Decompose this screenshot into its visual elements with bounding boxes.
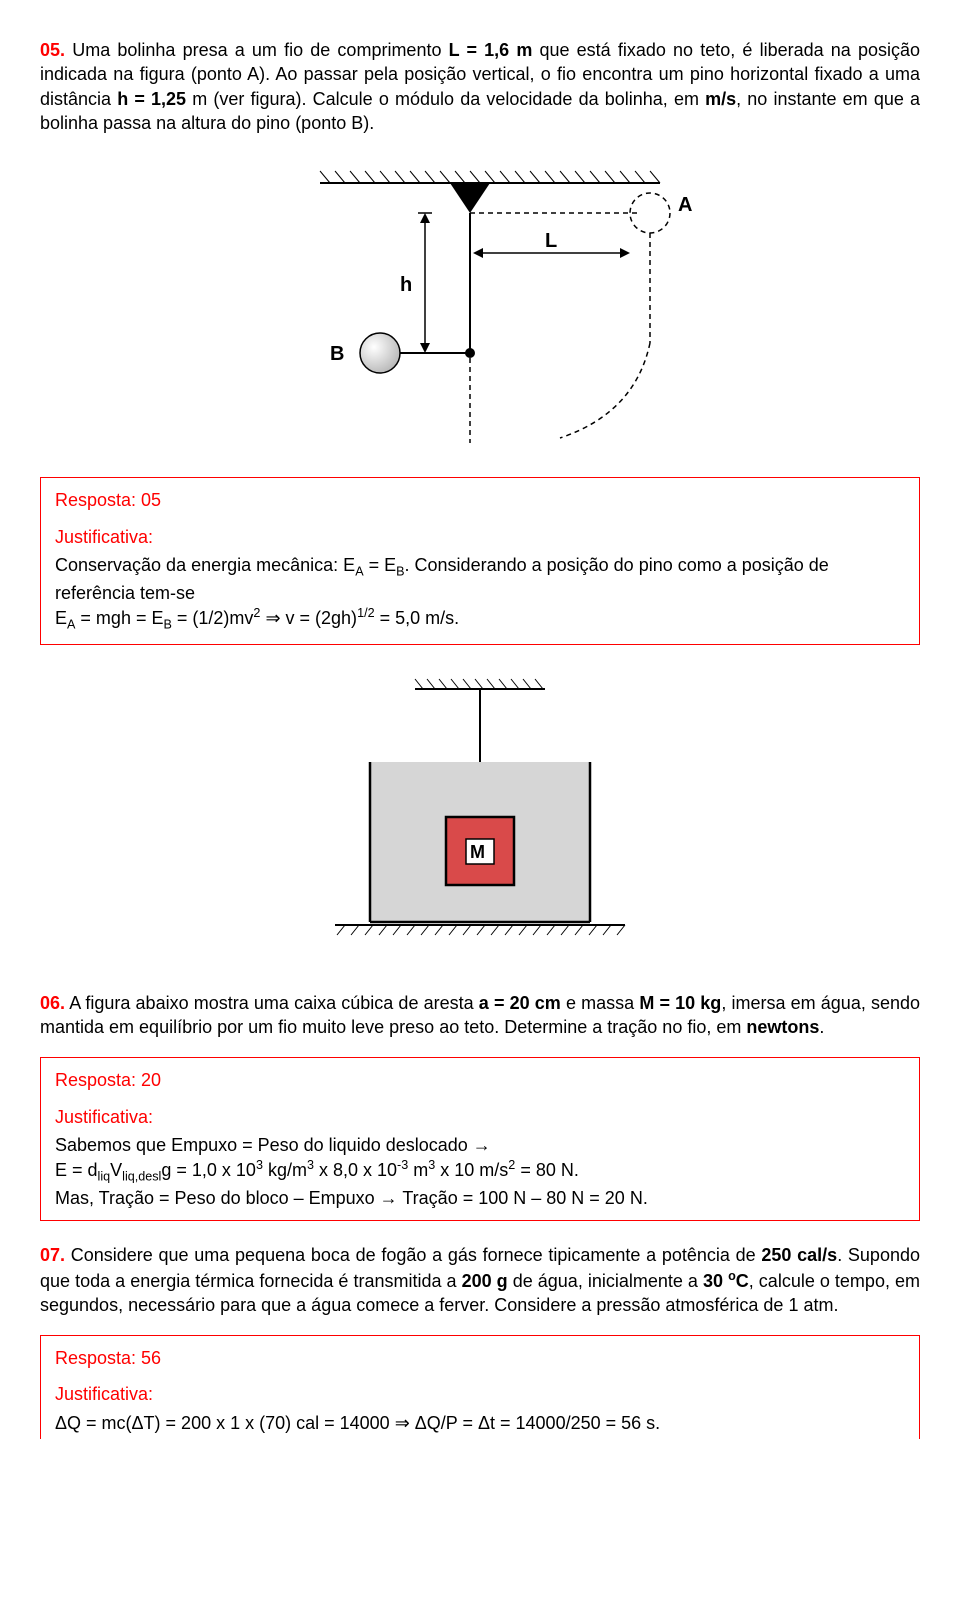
q07-t1: Considere que uma pequena boca de fogão … (71, 1245, 762, 1265)
question-06: 06. A figura abaixo mostra uma caixa cúb… (40, 991, 920, 1040)
q05-eqe: = 5,0 m/s. (375, 608, 460, 628)
q07-t5: de água, inicialmente a (508, 1271, 703, 1291)
q05-figure: A B L h (40, 153, 920, 459)
q07-t6: 30 (703, 1271, 728, 1291)
q05-j1a: Conservação da energia mecânica: E (55, 555, 355, 575)
q06-j2a: E = d (55, 1160, 98, 1180)
q07-number: 07. (40, 1245, 65, 1265)
q06-t7: . (819, 1017, 824, 1037)
question-07: 07. Considere que uma pequena boca de fo… (40, 1243, 920, 1317)
q05-eqd: ⇒ v = (2gh) (260, 608, 357, 628)
q05-answer-box: Resposta: 05 Justificativa: Conservação … (40, 477, 920, 644)
q06-j2e: x 8,0 x 10 (314, 1160, 397, 1180)
q07-t6s: o (728, 1271, 736, 1291)
q07-resposta: Resposta: 56 (55, 1346, 905, 1370)
q06-j2b: V (110, 1160, 122, 1180)
q05-t4: h = 1,25 (117, 89, 186, 109)
q05-t2: L = 1,6 m (449, 40, 533, 60)
q07-t4: 200 g (462, 1271, 508, 1291)
q06-text: 06. A figura abaixo mostra uma caixa cúb… (40, 991, 920, 1040)
q06-j2f: m (408, 1160, 428, 1180)
q06-figure: M (40, 667, 920, 973)
q07-text: 07. Considere que uma pequena boca de fo… (40, 1243, 920, 1317)
q06-t2: a = 20 cm (479, 993, 561, 1013)
q05-t5: m (ver figura). Calcule o módulo da velo… (186, 89, 705, 109)
q07-t6c: C (736, 1271, 749, 1291)
q06-t1: A figura abaixo mostra uma caixa cúbica … (69, 993, 479, 1013)
q06-resposta: Resposta: 20 (55, 1068, 905, 1092)
q07-t2: 250 cal/s (761, 1245, 837, 1265)
q06-j3: Mas, Tração = Peso do bloco – Empuxo → T… (55, 1188, 648, 1208)
q05-eqc: = (1/2)mv (172, 608, 254, 628)
q07-justif-label: Justificativa: (55, 1382, 905, 1406)
q06-justif-label: Justificativa: (55, 1105, 905, 1129)
q06-j2d: kg/m (263, 1160, 307, 1180)
q05-j1b: = E (364, 555, 397, 575)
q05-t6: m/s (705, 89, 736, 109)
q06-t6: newtons (746, 1017, 819, 1037)
q06-t3: e massa (561, 993, 639, 1013)
pendulum-diagram: A B L h (230, 153, 730, 453)
label-B: B (330, 343, 344, 365)
q06-j2c: g = 1,0 x 10 (161, 1160, 256, 1180)
q06-t4: M = 10 kg (639, 993, 721, 1013)
label-L: L (545, 230, 557, 252)
q05-justif-body: Conservação da energia mecânica: EA = EB… (55, 553, 905, 633)
q07-justif-body: ΔQ = mc(ΔT) = 200 x 1 x (70) cal = 14000… (55, 1411, 905, 1435)
label-A: A (678, 194, 692, 216)
label-M: M (470, 842, 485, 862)
q06-j1: Sabemos que Empuxo = Peso do liquido des… (55, 1135, 491, 1155)
q06-justif-body: Sabemos que Empuxo = Peso do liquido des… (55, 1133, 905, 1210)
q06-answer-box: Resposta: 20 Justificativa: Sabemos que … (40, 1057, 920, 1221)
q05-text: 05. Uma bolinha presa a um fio de compri… (40, 38, 920, 135)
q07-j1: ΔQ = mc(ΔT) = 200 x 1 x (70) cal = 14000… (55, 1413, 660, 1433)
q05-eqa: E (55, 608, 67, 628)
q05-t1: Uma bolinha presa a um fio de compriment… (72, 40, 448, 60)
q07-degree: o (728, 1269, 736, 1283)
label-h: h (400, 274, 412, 296)
q06-j2h: = 80 N. (515, 1160, 579, 1180)
q06-number: 06. (40, 993, 65, 1013)
q05-justif-label: Justificativa: (55, 525, 905, 549)
q06-j2g: x 10 m/s (435, 1160, 508, 1180)
buoyancy-diagram: M (315, 667, 645, 967)
q05-resposta: Resposta: 05 (55, 488, 905, 512)
q05-number: 05. (40, 40, 65, 60)
q05-eqb: = mgh = E (75, 608, 163, 628)
q07-answer-box: Resposta: 56 Justificativa: ΔQ = mc(ΔT) … (40, 1335, 920, 1439)
question-05: 05. Uma bolinha presa a um fio de compri… (40, 38, 920, 135)
